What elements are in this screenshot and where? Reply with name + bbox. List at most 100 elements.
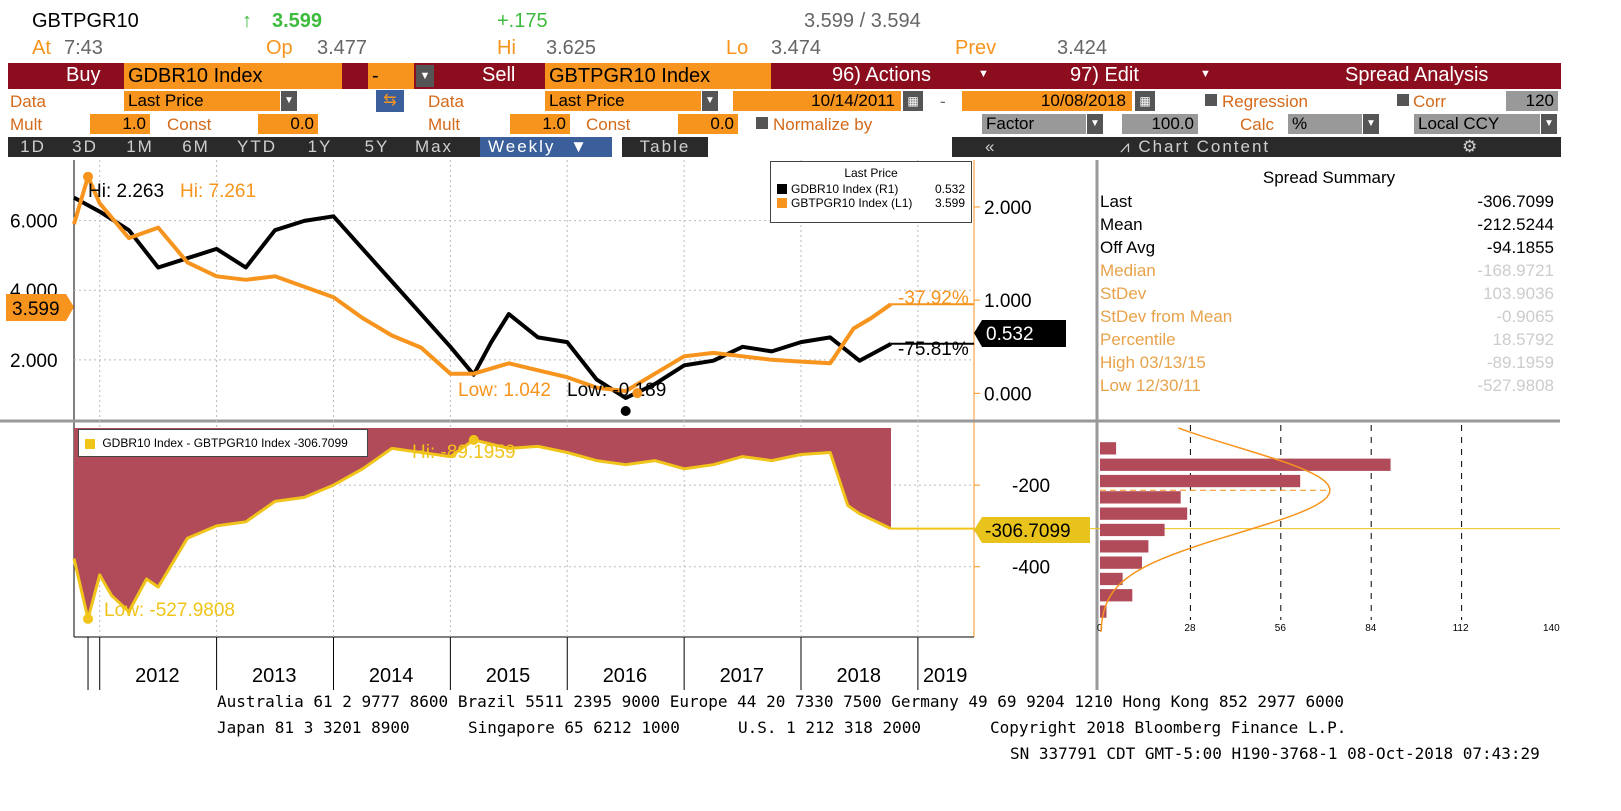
summary-row: High 03/13/15 -89.1959 bbox=[1100, 351, 1558, 374]
year-label: 2016 bbox=[603, 665, 648, 687]
factor-value-field[interactable]: 100.0 bbox=[1122, 114, 1198, 134]
table-button[interactable]: Table bbox=[622, 137, 708, 157]
chart-content-button[interactable]: ⩘ Chart Content bbox=[1120, 137, 1270, 157]
operator-field[interactable]: - bbox=[368, 63, 414, 89]
mult-field-sell[interactable]: 1.0 bbox=[510, 114, 570, 134]
orange-last-flag-label: 3.599 bbox=[12, 299, 60, 320]
edit-dropdown-icon: ▼ bbox=[1200, 68, 1211, 80]
black-swatch bbox=[777, 184, 787, 194]
collapse-icon[interactable]: « bbox=[985, 137, 997, 156]
summary-title: Spread Summary bbox=[1262, 168, 1396, 187]
orange-swatch bbox=[777, 198, 787, 208]
mult-field-buy[interactable]: 1.0 bbox=[90, 114, 150, 134]
summary-value: -94.1855 bbox=[1486, 238, 1554, 257]
up-arrow-icon: ↑ bbox=[242, 10, 252, 32]
histogram-bar bbox=[1100, 589, 1133, 602]
black-last-flag-label: 0.532 bbox=[986, 324, 1034, 345]
settings-gear-icon[interactable]: ⚙ bbox=[1462, 137, 1480, 156]
tab-5y[interactable]: 5Y bbox=[364, 137, 390, 156]
sell-security-field[interactable]: GBTPGR10 Index bbox=[545, 63, 771, 89]
net-change: +.175 bbox=[497, 10, 548, 32]
right-axis-tick: 0.000 bbox=[984, 384, 1032, 405]
footer-contacts-us: U.S. 1 212 318 2000 bbox=[738, 718, 922, 737]
const-label-sell: Const bbox=[586, 115, 631, 134]
histogram-x-tick: 0 bbox=[1097, 623, 1103, 634]
left-axis-tick: 2.000 bbox=[10, 351, 58, 372]
calc-select[interactable]: % bbox=[1288, 114, 1362, 134]
summary-label: StDev from Mean bbox=[1100, 307, 1233, 326]
mult-label-sell: Mult bbox=[428, 115, 461, 134]
price-legend: Last Price GDBR10 Index (R1) 0.532 GBTPG… bbox=[770, 161, 972, 223]
histogram-x-tick: 140 bbox=[1543, 623, 1560, 634]
year-label: 2019 bbox=[923, 665, 968, 687]
factor-select[interactable]: Factor bbox=[982, 114, 1086, 134]
low-label: Lo bbox=[726, 37, 749, 59]
legend-value-black: 0.532 bbox=[934, 182, 965, 196]
frequency-label: Weekly bbox=[488, 137, 556, 156]
currency-select[interactable]: Local CCY bbox=[1414, 114, 1540, 134]
chevron-down-icon[interactable]: ▼ bbox=[1087, 114, 1103, 134]
footer-session: SN 337791 CDT GMT-5:00 H190-3768-1 08-Oc… bbox=[1010, 744, 1540, 763]
chart-icon: ⩘ bbox=[1120, 137, 1139, 156]
footer-contacts-line1: Australia 61 2 9777 8600 Brazil 5511 239… bbox=[217, 692, 1345, 711]
black-last-flag bbox=[974, 320, 1066, 347]
actions-menu[interactable]: 96) Actions bbox=[832, 64, 931, 86]
data-select-sell[interactable]: Last Price bbox=[545, 91, 701, 111]
summary-row: Last -306.7099 bbox=[1100, 190, 1558, 213]
tab-ytd[interactable]: YTD bbox=[237, 137, 277, 156]
histogram-bar bbox=[1100, 491, 1181, 504]
tab-1d[interactable]: 1D bbox=[20, 137, 46, 156]
orange-change-label: -37.92% bbox=[898, 288, 969, 309]
chevron-down-icon[interactable]: ▼ bbox=[1541, 114, 1557, 134]
chevron-down-icon[interactable]: ▼ bbox=[281, 91, 297, 111]
histogram-bar bbox=[1100, 442, 1117, 455]
summary-label: Mean bbox=[1100, 215, 1143, 234]
chevron-down-icon[interactable]: ▼ bbox=[1363, 114, 1379, 134]
summary-value: -212.5244 bbox=[1477, 215, 1554, 234]
footer-contacts-japan: Japan 81 3 3201 8900 bbox=[217, 718, 410, 737]
normalize-checkbox[interactable] bbox=[756, 117, 768, 129]
period-tab-bar bbox=[8, 137, 484, 157]
calendar-icon[interactable]: ▦ bbox=[903, 91, 923, 111]
tab-6m[interactable]: 6M bbox=[182, 137, 210, 156]
tab-max[interactable]: Max bbox=[414, 137, 454, 156]
chart-content-label: Chart Content bbox=[1138, 137, 1271, 156]
spread-axis-tick: -200 bbox=[1012, 476, 1050, 497]
at-label: At bbox=[32, 37, 51, 59]
corr-label: Corr bbox=[1413, 92, 1447, 111]
tab-1y[interactable]: 1Y bbox=[307, 137, 333, 156]
date-separator: - bbox=[940, 92, 946, 111]
edit-menu[interactable]: 97) Edit bbox=[1070, 64, 1139, 86]
spread-line bbox=[72, 438, 892, 621]
corr-checkbox[interactable] bbox=[1397, 94, 1409, 106]
const-field-sell[interactable]: 0.0 bbox=[678, 114, 738, 134]
spread-high-marker bbox=[468, 434, 479, 445]
black-low-label: Low: -0.189 bbox=[567, 380, 666, 401]
const-field-buy[interactable]: 0.0 bbox=[258, 114, 318, 134]
spread-legend: GDBR10 Index - GBTPGR10 Index -306.7099 bbox=[78, 429, 368, 457]
summary-label: Percentile bbox=[1100, 330, 1176, 349]
chevron-down-icon[interactable]: ▼ bbox=[702, 91, 718, 111]
calendar-icon[interactable]: ▦ bbox=[1135, 91, 1155, 111]
mult-label-buy: Mult bbox=[10, 115, 43, 134]
buy-security-field[interactable]: GDBR10 Index bbox=[124, 63, 342, 89]
start-date-field[interactable]: 10/14/2011 bbox=[733, 91, 901, 111]
tab-1m[interactable]: 1M bbox=[126, 137, 154, 156]
at-time: 7:43 bbox=[64, 37, 103, 59]
year-label: 2017 bbox=[720, 665, 765, 687]
end-date-field[interactable]: 10/08/2018 bbox=[962, 91, 1132, 111]
data-select-buy[interactable]: Last Price bbox=[124, 91, 280, 111]
regression-checkbox[interactable] bbox=[1205, 94, 1217, 106]
open-value: 3.477 bbox=[317, 37, 368, 59]
tab-3d[interactable]: 3D bbox=[72, 137, 98, 156]
spread-last-flag bbox=[974, 517, 1090, 543]
orange-series-line bbox=[72, 174, 893, 394]
corr-window-field[interactable]: 120 bbox=[1506, 91, 1558, 111]
spread-axis-tick: -400 bbox=[1012, 558, 1050, 579]
operator-dropdown-icon[interactable]: ▼ bbox=[416, 65, 434, 87]
frequency-select[interactable]: Weekly ▼ bbox=[480, 137, 612, 157]
orange-low-label: Low: 1.042 bbox=[458, 380, 551, 401]
summary-label: Last bbox=[1100, 192, 1133, 211]
swap-icon[interactable]: ⇆ bbox=[376, 90, 404, 112]
